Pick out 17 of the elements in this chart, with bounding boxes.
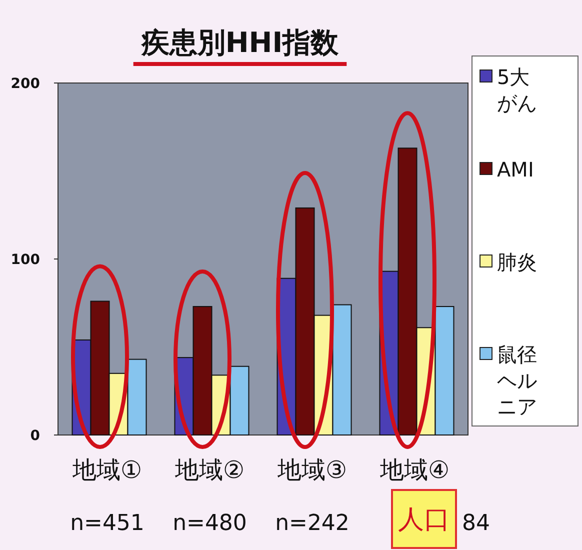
text: 人口	[398, 505, 450, 535]
legend-label: AMI	[497, 158, 534, 182]
text: 84	[462, 511, 490, 536]
legend-label: 鼠径ヘルニア	[497, 342, 537, 418]
text: n=451	[70, 511, 144, 536]
chart-title: 疾患別HHI指数	[140, 26, 340, 59]
x-tick-label: 地域①	[71, 456, 142, 484]
text: n=480	[172, 511, 247, 536]
y-tick-label: 0	[30, 428, 40, 444]
y-tick-label: 100	[10, 252, 40, 268]
x-tick-label: 地域④	[378, 456, 450, 484]
text: n=242	[275, 511, 350, 536]
y-tick-label: 200	[10, 76, 40, 92]
legend-label: 5大がん	[497, 65, 537, 115]
x-tick-label: 地域②	[174, 456, 245, 484]
x-tick-label: 地域③	[276, 456, 348, 484]
legend-label: 肺炎	[497, 250, 537, 274]
